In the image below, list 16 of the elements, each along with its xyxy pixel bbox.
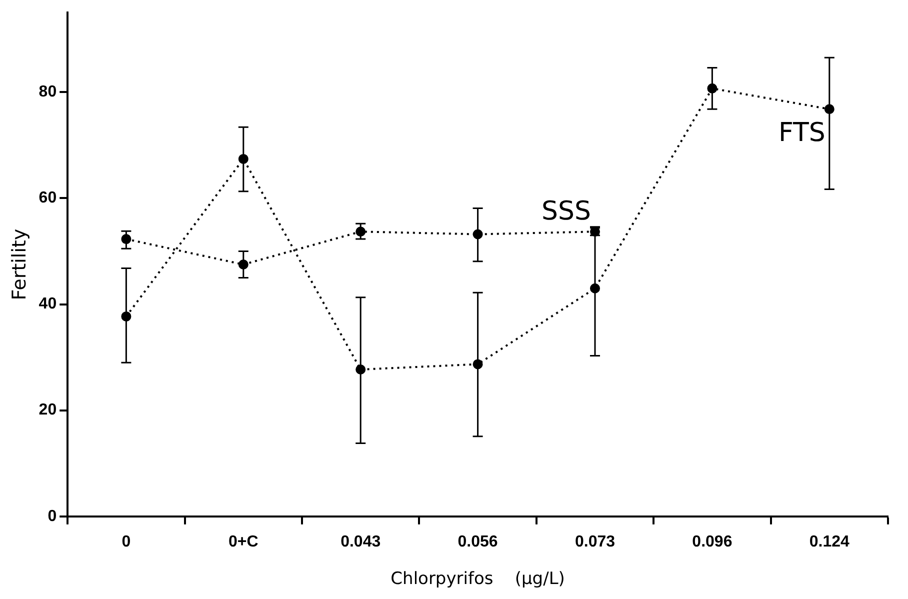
x-tick-label: 0+C: [228, 533, 259, 550]
x-tick-label: 0: [122, 533, 131, 550]
y-tick-label: 60: [38, 190, 57, 207]
x-axis-title: Chlorpyrifos (µg/L): [390, 569, 565, 590]
x-tick-label: 0.096: [692, 533, 732, 550]
y-axis-title: Fertility: [8, 228, 30, 300]
series-label: SSS: [541, 196, 591, 226]
y-tick-label: 80: [38, 84, 57, 101]
x-tick-label: 0.043: [340, 533, 381, 550]
y-tick-label: 20: [38, 402, 57, 419]
y-tick-label: 0: [48, 508, 57, 525]
y-tick-label: 40: [38, 296, 57, 313]
x-tick-label: 0.056: [458, 533, 498, 550]
x-tick-label: 0.073: [574, 533, 616, 550]
x-tick-label: 0.124: [809, 533, 850, 550]
series-label: FTS: [778, 118, 826, 148]
